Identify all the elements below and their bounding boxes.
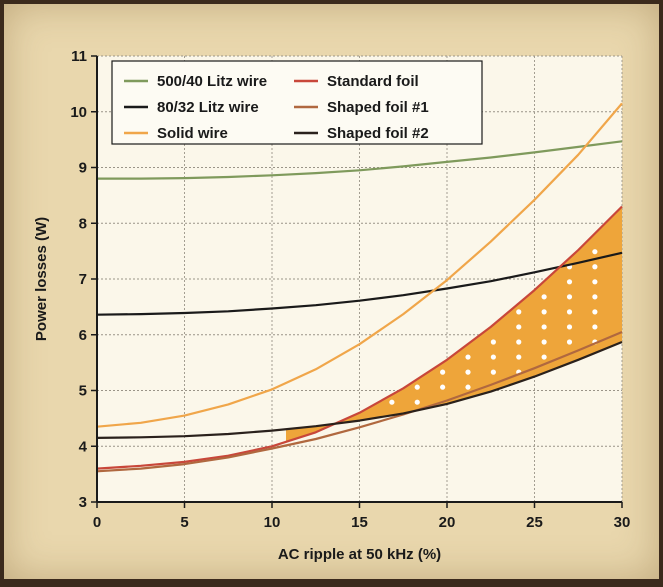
region-dot <box>566 324 573 330</box>
region-dot <box>592 249 598 255</box>
y-tick-label: 9 <box>79 160 87 177</box>
region-dot <box>414 399 420 405</box>
region-dot <box>592 264 598 270</box>
region-dot <box>566 294 573 300</box>
series-line-standard_foil <box>96 205 623 470</box>
region-dot <box>490 354 496 360</box>
region-dot <box>566 309 573 315</box>
legend-label: Solid wire <box>157 125 228 142</box>
region-dot <box>541 339 547 345</box>
region-dot <box>566 279 573 285</box>
line-chart: 3 4 5 6 7 8 9 10 11 0 5 10 15 20 25 30 AC ripple at 50 k… <box>33 48 631 563</box>
x-tick-label: 5 <box>180 514 188 531</box>
region-dot <box>516 324 522 330</box>
region-dot <box>566 339 573 345</box>
legend-label: Shaped foil #2 <box>327 125 429 142</box>
region-dot <box>541 354 547 360</box>
x-tick-label: 30 <box>614 514 631 531</box>
region-dot <box>440 369 446 375</box>
region-dot <box>541 309 547 315</box>
x-tick-label: 15 <box>351 514 368 531</box>
series-line-solid_wire <box>96 102 623 428</box>
region-dot <box>440 384 446 390</box>
region-dot <box>516 309 522 315</box>
region-dot <box>465 384 471 390</box>
y-tick-label: 5 <box>79 383 87 400</box>
region-dot <box>592 309 598 315</box>
legend-label: Standard foil <box>327 73 419 90</box>
region-dot <box>592 324 598 330</box>
region-dot <box>541 324 547 330</box>
y-tick-label: 8 <box>79 215 87 232</box>
y-tick-label: 7 <box>79 271 87 288</box>
region-dot <box>465 354 471 360</box>
y-tick-label: 10 <box>70 104 87 121</box>
x-axis-title: AC ripple at 50 kHz (%) <box>278 546 441 563</box>
series-line-shaped_foil_2 <box>96 340 623 439</box>
x-tick-label: 20 <box>439 514 456 531</box>
region-dot <box>389 399 395 405</box>
chart-frame: 3 4 5 6 7 8 9 10 11 0 5 10 15 20 25 30 AC ripple at 50 k… <box>4 4 659 579</box>
legend-label: 500/40 Litz wire <box>157 73 267 90</box>
legend-label: Shaped foil #1 <box>327 99 429 116</box>
series-line-litz_80_32 <box>96 251 623 316</box>
y-tick-label: 11 <box>71 48 87 65</box>
legend-box <box>111 60 483 145</box>
x-tick-label: 10 <box>264 514 281 531</box>
region-dot <box>541 294 547 300</box>
y-axis-title: Power losses (W) <box>33 217 50 341</box>
shaded-region <box>286 206 622 442</box>
x-tick-label: 25 <box>526 514 543 531</box>
y-tick-label: 6 <box>79 327 87 344</box>
region-dot <box>592 279 598 285</box>
region-dot <box>516 354 522 360</box>
y-tick-label: 4 <box>79 438 88 455</box>
region-dot <box>465 369 471 375</box>
x-tick-label: 0 <box>93 514 101 531</box>
series-line-litz_500_40 <box>97 140 623 180</box>
region-dot <box>414 384 420 390</box>
region-dot <box>490 369 496 375</box>
region-dot <box>516 339 522 345</box>
legend-label: 80/32 Litz wire <box>157 99 259 116</box>
region-dot <box>490 339 496 345</box>
series-line-shaped_foil_1 <box>96 330 623 473</box>
region-dot <box>592 294 598 300</box>
y-tick-label: 3 <box>79 494 87 511</box>
